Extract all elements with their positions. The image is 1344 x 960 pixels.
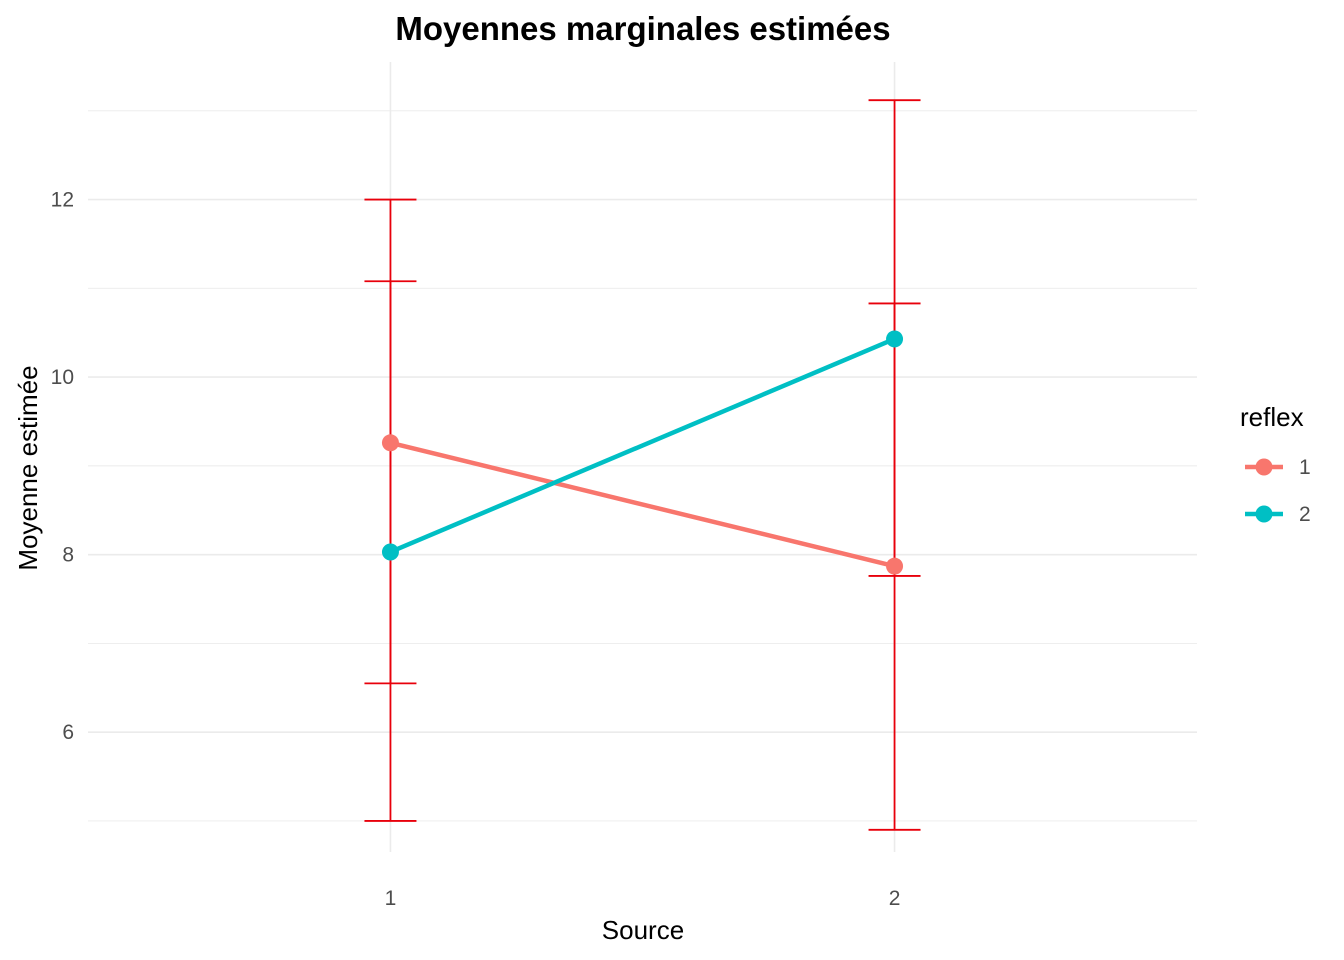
series-line-reflex-2 <box>389 336 896 555</box>
legend-label: 1 <box>1299 456 1311 479</box>
y-axis-ticks: 6 8 10 12 <box>51 189 74 745</box>
point-reflex-1 <box>886 557 904 575</box>
series-lines <box>389 336 896 569</box>
legend-key-point <box>1255 505 1273 523</box>
x-axis-title: Source <box>602 915 684 945</box>
point-reflex-1 <box>381 434 399 452</box>
point-reflex-2 <box>886 330 904 348</box>
series-points <box>381 330 904 575</box>
error-bar <box>364 280 417 685</box>
x-tick-label: 1 <box>385 887 397 910</box>
point-reflex-2 <box>381 543 399 561</box>
y-tick-label: 12 <box>51 189 74 212</box>
x-tick-label: 2 <box>889 887 901 910</box>
y-tick-label: 8 <box>62 544 74 567</box>
series-line-reflex-1 <box>389 440 896 569</box>
legend-label: 2 <box>1299 503 1311 526</box>
legend-title: reflex <box>1240 402 1304 432</box>
grid-lines <box>88 62 1197 852</box>
legend-key-reflex-2 <box>1245 505 1283 523</box>
y-tick-label: 10 <box>51 366 74 389</box>
error-bars <box>364 99 921 831</box>
y-axis-title: Moyenne estimée <box>13 365 43 570</box>
y-tick-label: 6 <box>62 721 74 744</box>
legend-key-reflex-1 <box>1245 458 1283 476</box>
chart-title: Moyennes marginales estimées <box>395 10 890 47</box>
legend: reflex 1 2 <box>1240 402 1311 526</box>
legend-key-point <box>1255 458 1273 476</box>
